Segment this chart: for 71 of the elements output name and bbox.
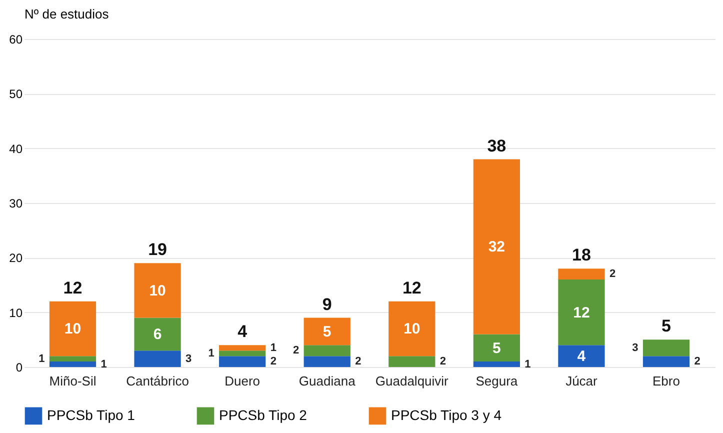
bar (304, 345, 350, 356)
data-label: 2 (609, 268, 616, 280)
bar (558, 268, 605, 280)
bar (134, 350, 181, 367)
x-tick-label: Cantábrico (126, 374, 189, 388)
total-label: 38 (487, 136, 506, 156)
bar (388, 356, 436, 367)
y-tick-label: 0 (16, 360, 23, 374)
total-label: 12 (402, 278, 422, 298)
data-label: 5 (492, 340, 501, 357)
x-tick-label: Ebro (652, 374, 680, 388)
data-label: 3 (632, 342, 638, 354)
total-label: 4 (238, 322, 248, 342)
legend-label: PPCSb Tipo 3 y 4 (391, 406, 502, 423)
data-label: 3 (186, 352, 192, 365)
bar (134, 263, 181, 318)
data-label: 10 (149, 282, 166, 300)
bar (219, 356, 266, 367)
total-label: 18 (572, 246, 591, 265)
bar (558, 280, 605, 346)
y-axis-title: Nº de estudios (24, 6, 110, 22)
data-label: 1 (208, 347, 214, 360)
bar (219, 350, 266, 356)
data-label: 2 (355, 356, 362, 368)
total-label: 19 (148, 240, 167, 260)
bar (642, 356, 690, 367)
x-tick-label: Guadiana (298, 374, 356, 388)
data-label: 1 (38, 352, 45, 365)
data-label: 1 (524, 358, 531, 370)
x-tick-label: Júcar (566, 374, 598, 388)
x-tick-label: Miño-Sil (49, 374, 96, 388)
bar (304, 356, 350, 367)
bar (134, 318, 181, 351)
bar (642, 340, 690, 356)
legend-label: PPCSb Tipo 2 (219, 406, 308, 423)
data-label: 2 (694, 356, 700, 368)
bar (473, 334, 520, 362)
bar (473, 362, 520, 367)
bar (473, 159, 520, 334)
data-label: 32 (488, 238, 506, 256)
bar (558, 345, 605, 367)
data-label: 2 (270, 356, 276, 368)
data-label: 1 (270, 342, 276, 354)
y-tick-label: 20 (9, 251, 23, 266)
data-label: 5 (322, 323, 332, 340)
x-tick-label: Duero (224, 374, 260, 388)
y-tick-label: 50 (9, 87, 23, 102)
data-label: 1 (100, 358, 107, 370)
bar (49, 301, 96, 356)
x-tick-label: Segura (476, 374, 518, 388)
data-label: 2 (292, 344, 300, 357)
y-tick-label: 10 (9, 306, 23, 320)
data-label: 4 (577, 348, 586, 366)
total-label: 5 (662, 316, 671, 336)
x-tick-label: Guadalquivir (375, 374, 450, 388)
y-tick-label: 40 (9, 142, 23, 156)
bar (388, 301, 436, 356)
data-label: 6 (153, 326, 162, 344)
bar (219, 345, 266, 351)
y-tick-label: 30 (9, 196, 23, 210)
data-label: 10 (404, 320, 420, 338)
data-label: 12 (573, 304, 590, 322)
total-label: 9 (322, 294, 332, 314)
bar (49, 356, 96, 362)
data-label: 10 (64, 320, 82, 338)
y-tick-label: 60 (9, 32, 23, 46)
bar (304, 318, 350, 346)
total-label: 12 (63, 278, 82, 298)
bar (49, 362, 96, 367)
legend-label: PPCSb Tipo 1 (47, 406, 136, 423)
data-label: 2 (440, 356, 446, 368)
